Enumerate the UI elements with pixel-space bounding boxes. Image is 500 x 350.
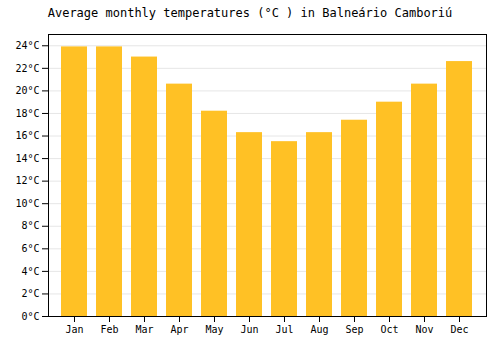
svg-text:8°C: 8°C: [21, 220, 39, 231]
svg-text:10°C: 10°C: [15, 198, 39, 209]
svg-text:2°C: 2°C: [21, 288, 39, 299]
svg-text:12°C: 12°C: [15, 175, 39, 186]
svg-text:6°C: 6°C: [21, 243, 39, 254]
svg-text:Oct: Oct: [380, 324, 398, 335]
svg-text:Apr: Apr: [170, 324, 188, 335]
svg-text:24°C: 24°C: [15, 40, 39, 51]
svg-text:Aug: Aug: [310, 324, 328, 335]
svg-text:22°C: 22°C: [15, 63, 39, 74]
svg-text:Mar: Mar: [135, 324, 153, 335]
svg-text:Dec: Dec: [450, 324, 468, 335]
svg-text:Jan: Jan: [65, 324, 83, 335]
svg-text:18°C: 18°C: [15, 108, 39, 119]
svg-text:14°C: 14°C: [15, 153, 39, 164]
html-text:Average monthly temperatures (: Average monthly temperatures (°C ) in Ba…: [47, 6, 453, 20]
svg-text:Feb: Feb: [100, 324, 118, 335]
svg-text:0°C: 0°C: [21, 311, 39, 322]
svg-text:16°C: 16°C: [15, 130, 39, 141]
svg-text:May: May: [205, 324, 223, 335]
svg-text:Jul: Jul: [275, 324, 293, 335]
svg-text:Sep: Sep: [345, 324, 363, 335]
svg-text:Nov: Nov: [415, 324, 433, 335]
svg-text:20°C: 20°C: [15, 85, 39, 96]
svg-text:Jun: Jun: [240, 324, 258, 335]
svg-text:4°C: 4°C: [21, 266, 39, 277]
